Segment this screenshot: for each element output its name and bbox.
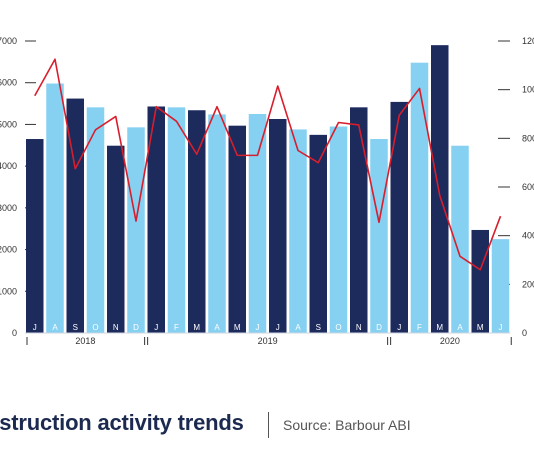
category-label: M — [436, 323, 443, 332]
right-axis-tick-label: 2000 — [522, 279, 534, 289]
left-axis-tick-label: 2000 — [0, 245, 17, 255]
year-label: 2018 — [75, 336, 95, 346]
category-label: M — [193, 323, 200, 332]
bar — [66, 98, 84, 334]
left-axis-tick-label: 7000 — [0, 36, 17, 46]
left-axis-tick-label: 5000 — [0, 119, 17, 129]
right-axis-tick-label: 12000 — [522, 36, 534, 46]
category-label: J — [256, 323, 260, 332]
bar — [188, 110, 206, 333]
bar — [208, 114, 226, 333]
footer-separator — [268, 412, 269, 438]
bar — [390, 101, 408, 333]
bar — [26, 139, 44, 333]
bar — [167, 107, 186, 333]
category-label: J — [276, 323, 280, 332]
category-label: N — [356, 323, 362, 332]
bar — [329, 126, 348, 333]
line-series — [34, 58, 502, 271]
category-label: J — [154, 323, 158, 332]
bar — [309, 134, 327, 333]
left-axis-tick-label: 3000 — [0, 203, 17, 213]
category-label: M — [477, 323, 484, 332]
left-axis-tick-label: 4000 — [0, 161, 17, 171]
bar — [228, 125, 246, 334]
bar — [350, 107, 368, 333]
category-label: A — [457, 323, 463, 332]
chart-title: nstruction activity trends — [0, 410, 244, 435]
category-label: D — [133, 323, 139, 332]
category-label: S — [316, 323, 321, 332]
chart-footer: nstruction activity trends Source: Barbo… — [0, 408, 534, 444]
right-axis-tick-label: 6000 — [522, 182, 534, 192]
left-axis-tick-label: 6000 — [0, 78, 17, 88]
category-label: A — [214, 323, 220, 332]
bar — [127, 127, 145, 333]
category-label: S — [73, 323, 78, 332]
bar — [471, 229, 489, 333]
category-label: M — [234, 323, 241, 332]
bar — [451, 145, 469, 333]
bar — [289, 129, 307, 333]
category-label: O — [335, 323, 341, 332]
bar — [431, 45, 449, 334]
right-axis-tick-label: 8000 — [522, 133, 534, 143]
right-axis-tick-label: 4000 — [522, 231, 534, 241]
right-axis-tick-label: 10000 — [522, 85, 534, 95]
category-label: O — [92, 323, 98, 332]
category-label: J — [397, 323, 401, 332]
bar — [269, 119, 287, 334]
category-label: D — [376, 323, 382, 332]
bar — [370, 139, 388, 333]
chart-source: Source: Barbour ABI — [283, 417, 411, 433]
right-axis-tick-label: 0 — [522, 328, 527, 338]
year-label: 2019 — [258, 336, 278, 346]
year-label: 2020 — [440, 336, 460, 346]
category-label: J — [33, 323, 37, 332]
bar — [410, 62, 429, 333]
bar — [248, 114, 267, 333]
bar — [491, 239, 510, 333]
category-label: J — [499, 323, 503, 332]
category-label: F — [417, 323, 422, 332]
left-axis-tick-label: 1000 — [0, 286, 17, 296]
left-axis-tick-label: 0 — [12, 328, 17, 338]
category-label: F — [174, 323, 179, 332]
category-label: N — [113, 323, 119, 332]
bar — [86, 107, 105, 333]
bar — [147, 106, 165, 334]
category-label: A — [52, 323, 58, 332]
bar — [46, 83, 64, 333]
bar — [107, 145, 125, 333]
category-label: A — [295, 323, 301, 332]
